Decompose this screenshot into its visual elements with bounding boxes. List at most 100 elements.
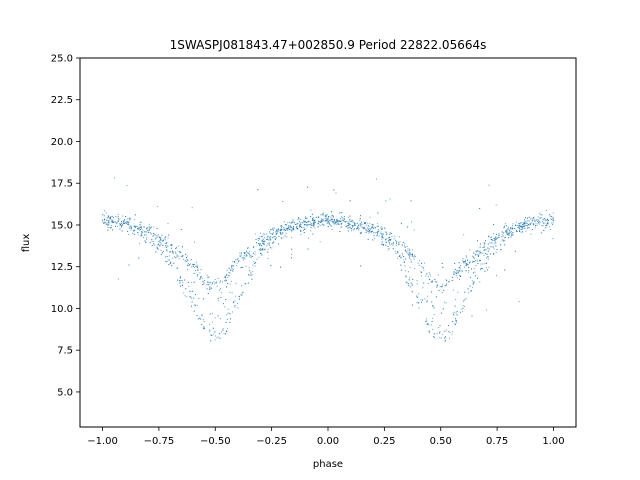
data-point [371, 227, 373, 229]
data-point [546, 218, 548, 220]
data-point [366, 222, 368, 224]
data-point [187, 263, 189, 265]
data-point [449, 332, 451, 334]
data-point [313, 217, 315, 219]
data-point [267, 238, 268, 240]
data-point [179, 277, 181, 279]
data-point [324, 217, 326, 219]
data-point [454, 268, 456, 270]
data-point [528, 216, 530, 218]
data-point [408, 279, 410, 281]
data-point [361, 226, 363, 228]
data-point [219, 281, 221, 283]
data-point [485, 257, 487, 259]
data-point [428, 324, 430, 326]
data-point [324, 220, 326, 222]
data-point [198, 297, 200, 299]
data-point [178, 255, 180, 257]
data-point [458, 272, 459, 274]
data-point [311, 217, 313, 219]
data-point [148, 223, 150, 225]
data-point [226, 318, 228, 320]
data-point [258, 244, 260, 246]
data-point [444, 337, 446, 339]
data-point [552, 212, 554, 214]
data-point [139, 235, 141, 237]
data-point [188, 285, 190, 287]
data-point [269, 247, 271, 249]
data-point [252, 271, 254, 273]
data-point [225, 275, 227, 277]
data-point [184, 295, 186, 297]
data-point [407, 226, 409, 228]
data-point [218, 333, 220, 335]
data-point [208, 276, 210, 278]
data-point [319, 221, 321, 223]
data-point [260, 245, 262, 247]
data-point [527, 220, 529, 222]
data-point [373, 235, 375, 237]
data-point [209, 282, 211, 284]
data-point [422, 267, 424, 269]
x-axis-label: phase [313, 459, 343, 470]
x-tick-label: 0.25 [373, 436, 395, 447]
data-point [364, 222, 366, 224]
data-point [464, 260, 466, 262]
data-point [146, 227, 148, 229]
data-point [268, 243, 270, 245]
data-point [493, 233, 495, 235]
data-point [340, 223, 342, 225]
data-point [192, 265, 194, 267]
data-point [454, 271, 456, 273]
data-point [188, 265, 190, 267]
data-point [544, 219, 546, 221]
data-point [313, 222, 315, 224]
data-point [363, 227, 365, 229]
data-point [115, 225, 116, 227]
data-point [138, 257, 140, 259]
data-point [424, 262, 426, 264]
data-point [225, 278, 227, 280]
data-point [288, 225, 290, 227]
data-point [232, 268, 234, 270]
data-point [456, 322, 458, 324]
data-point [165, 260, 167, 262]
data-point [526, 225, 528, 227]
data-point [381, 241, 383, 243]
data-point [493, 248, 495, 250]
data-point [456, 275, 458, 277]
data-point [317, 223, 319, 224]
data-point [422, 287, 424, 289]
data-point [290, 222, 292, 224]
data-point [212, 327, 214, 329]
data-point [416, 280, 418, 282]
data-point [420, 271, 422, 273]
data-point [412, 253, 413, 255]
data-point [369, 216, 371, 218]
data-point [202, 280, 204, 282]
data-point [501, 239, 503, 241]
data-point [552, 220, 554, 222]
data-point [454, 324, 456, 326]
data-point [507, 232, 509, 234]
data-point [249, 254, 251, 256]
data-point [352, 220, 354, 222]
data-point [308, 224, 310, 226]
data-point [465, 298, 467, 300]
data-point [165, 239, 167, 241]
data-point [200, 318, 202, 320]
data-point [345, 225, 347, 227]
data-point [104, 221, 106, 223]
data-point [297, 219, 299, 221]
data-point [151, 245, 153, 247]
data-point [405, 276, 407, 278]
data-point [509, 230, 511, 232]
data-point [359, 218, 361, 220]
data-point [217, 315, 219, 317]
y-tick-label: 25.0 [51, 54, 73, 65]
data-point [552, 224, 554, 225]
data-point [533, 217, 535, 218]
data-point [341, 222, 343, 224]
data-point [404, 265, 406, 267]
data-point [310, 224, 312, 226]
